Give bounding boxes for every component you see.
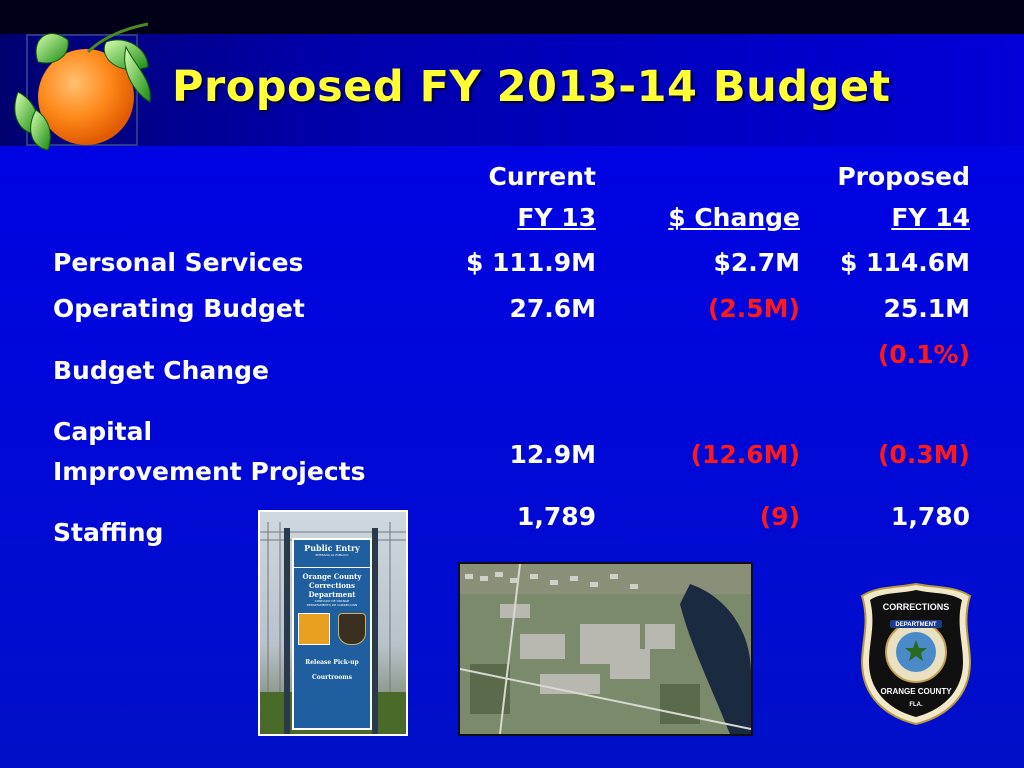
header-proposed-line1: Proposed: [837, 162, 970, 191]
row-change: (9): [759, 502, 800, 531]
sign-orange-county: Orange County: [302, 572, 362, 581]
corrections-badge-icon: CORRECTIONS DEPARTMENT ORANGE COUNTY FLA…: [860, 582, 972, 726]
row-change: (12.6M): [690, 440, 800, 469]
title-band: [0, 34, 1024, 146]
sign-spanish1: CONDADO DE ORANGE: [314, 599, 350, 603]
row-proposed: (0.1%): [877, 340, 970, 369]
top-bar: [0, 0, 1024, 34]
header-proposed-line2: FY 14: [891, 203, 970, 232]
row-label-capital-line1: Capital: [53, 417, 153, 446]
row-label-capital-line2: Improvement Projects: [53, 457, 366, 486]
aerial-facility-photo: [458, 562, 753, 736]
badge-state-text: FLA.: [909, 702, 923, 708]
row-proposed: (0.3M): [877, 440, 970, 469]
sheriff-star-icon: [338, 613, 366, 645]
row-label-operating-budget: Operating Budget: [53, 294, 305, 323]
sign-corrections: Corrections: [309, 581, 355, 590]
sign-department: Department: [308, 590, 356, 599]
row-label-budget-change: Budget Change: [53, 356, 269, 385]
sign-courtrooms: Courtrooms: [312, 674, 352, 681]
row-current: 1,789: [516, 502, 596, 531]
row-change: (2.5M): [707, 294, 800, 323]
sign-public-entry: Public Entry: [304, 543, 360, 553]
entry-sign-photo: Public Entry ENTRADA AL PUBLICO Orange C…: [258, 510, 408, 736]
row-proposed: $ 114.6M: [839, 248, 970, 277]
header-current-line2: FY 13: [517, 203, 596, 232]
row-proposed: 25.1M: [883, 294, 970, 323]
orange-fruit-icon: [14, 22, 151, 151]
badge-bottom-text: ORANGE COUNTY: [880, 687, 952, 696]
header-current-line1: Current: [488, 162, 596, 191]
header-change: $ Change: [668, 203, 800, 232]
row-proposed: 1,780: [890, 502, 970, 531]
row-change: $2.7M: [713, 248, 800, 277]
sign-entrada: ENTRADA AL PUBLICO: [315, 553, 349, 557]
sign-release: Release Pick-up: [305, 659, 359, 666]
sign-spanish2: DEPARTAMENTO DE CORRECCION: [306, 603, 358, 607]
county-logo-icon: [298, 613, 330, 645]
row-current: $ 111.9M: [465, 248, 596, 277]
badge-top-text: CORRECTIONS: [883, 602, 950, 612]
row-label-personal-services: Personal Services: [53, 248, 304, 277]
row-label-staffing: Staffing: [53, 518, 164, 547]
page-title: Proposed FY 2013-14 Budget: [172, 62, 891, 112]
row-current: 12.9M: [509, 440, 596, 469]
badge-middle-text: DEPARTMENT: [895, 622, 937, 628]
row-current: 27.6M: [509, 294, 596, 323]
